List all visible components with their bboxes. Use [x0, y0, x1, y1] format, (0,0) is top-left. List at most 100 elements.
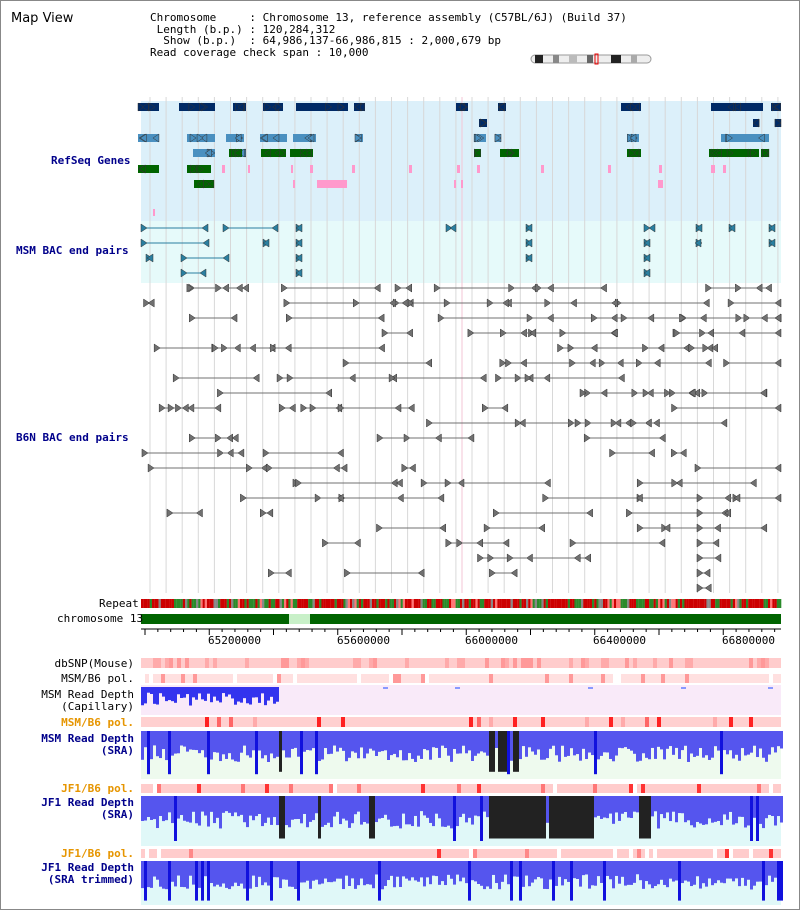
depth-bar: [489, 731, 492, 772]
depth-bar: [720, 861, 723, 883]
depth-bar: [153, 796, 156, 820]
depth-bar: [627, 796, 630, 818]
depth-bar: [147, 796, 150, 818]
depth-bar: [246, 796, 249, 828]
feature-arrow: [262, 238, 270, 248]
repeat-feature: [211, 599, 214, 608]
polymorphism-cell: [581, 658, 585, 668]
polymorphism-cell: [773, 658, 777, 668]
depth-bar: [312, 796, 315, 821]
polymorphism-cell: [369, 849, 373, 858]
depth-bar: [234, 687, 237, 705]
depth-bar: [708, 731, 711, 760]
polymorphism-cell: [281, 784, 285, 793]
repeat-feature: [477, 599, 480, 608]
polymorphism-cell: [357, 674, 361, 683]
polymorphism-cell: [513, 674, 517, 683]
depth-bar: [231, 796, 234, 817]
polymorphism-cell: [401, 658, 405, 668]
polymorphism-cell: [457, 849, 461, 858]
chromosome-ideogram[interactable]: [530, 53, 652, 65]
polymorphism-cell: [285, 717, 289, 727]
feature-arrow: [264, 102, 272, 112]
gene-block: [138, 165, 159, 173]
polymorphism-cell: [357, 784, 361, 793]
repeat-feature: [471, 599, 474, 608]
polymorphism-cell: [517, 674, 521, 683]
feature-arrow: [426, 418, 433, 428]
repeat-feature: [442, 599, 445, 608]
depth-bar: [171, 861, 174, 882]
depth-bar: [156, 687, 159, 705]
polymorphism-cell: [325, 658, 329, 668]
polymorphism-cell: [601, 717, 605, 727]
polymorphism-cell: [473, 849, 477, 858]
feature-arrow: [696, 493, 704, 503]
polymorphism-cell: [657, 674, 661, 683]
polymorphism-cell: [617, 674, 621, 683]
polymorphism-cell: [221, 674, 225, 683]
polymorphism-cell: [649, 849, 653, 858]
repeat-feature: [732, 599, 736, 608]
polymorphism-cell: [221, 717, 225, 727]
repeat-feature: [614, 599, 617, 608]
repeat-feature: [178, 599, 181, 608]
depth-bar: [171, 687, 174, 702]
polymorphism-cell: [565, 717, 569, 727]
depth-bar: [462, 796, 465, 814]
polymorphism-cell: [705, 674, 709, 683]
polymorphism-cell: [777, 674, 781, 683]
repeat-feature: [191, 599, 194, 608]
depth-bar: [396, 796, 399, 826]
repeat-feature: [508, 599, 511, 608]
depth-bar: [498, 861, 501, 890]
repeat-feature: [213, 599, 216, 608]
pink-feature: [541, 165, 544, 173]
repeat-feature: [455, 599, 458, 608]
feature-arrow: [695, 223, 703, 233]
polymorphism-cell: [397, 717, 401, 727]
depth-bar: [201, 796, 204, 812]
polymorphism-cell: [217, 784, 221, 793]
depth-bar: [330, 731, 333, 754]
depth-bar: [216, 796, 219, 818]
depth-bar: [474, 731, 477, 756]
feature-arrow: [445, 223, 453, 233]
repeat-feature: [209, 599, 212, 608]
polymorphism-cell: [397, 784, 401, 793]
polymorphism-cell: [349, 674, 353, 683]
depth-bar: [558, 796, 561, 839]
polymorphism-cell: [285, 784, 289, 793]
feature-arrow: [376, 523, 383, 533]
depth-bar: [726, 861, 729, 879]
polymorphism-cell: [441, 849, 445, 858]
info-show-range: Show (b.p.) : 64,986,137-66,986,815 : 2,…: [150, 34, 501, 47]
depth-bar: [711, 731, 714, 758]
feature-arrow: [325, 102, 333, 112]
polymorphism-cell: [297, 784, 301, 793]
polymorphism-cell: [421, 658, 425, 668]
depth-bar: [429, 861, 432, 885]
polymorphism-cell: [557, 849, 561, 858]
feature-arrow: [222, 223, 230, 233]
repeat-feature: [314, 599, 318, 608]
feature-arrow: [139, 133, 147, 143]
repeat-feature: [400, 599, 403, 608]
polymorphism-cell: [337, 784, 341, 793]
polymorphism-cell: [649, 658, 653, 668]
depth-bar: [204, 731, 207, 758]
polymorphism-cell: [357, 849, 361, 858]
feature-arrow: [617, 373, 625, 383]
depth-bar: [504, 861, 507, 875]
polymorphism-cell: [661, 674, 665, 683]
polymorphism-cell: [385, 784, 389, 793]
polymorphism-cell: [341, 784, 345, 793]
polymorphism-cell: [293, 849, 297, 858]
feature-arrow: [295, 223, 303, 233]
depth-bar: [507, 731, 510, 775]
polymorphism-cell: [217, 717, 221, 727]
depth-bar: [162, 731, 165, 750]
depth-bar: [180, 796, 183, 816]
polymorphism-cell: [729, 674, 733, 683]
